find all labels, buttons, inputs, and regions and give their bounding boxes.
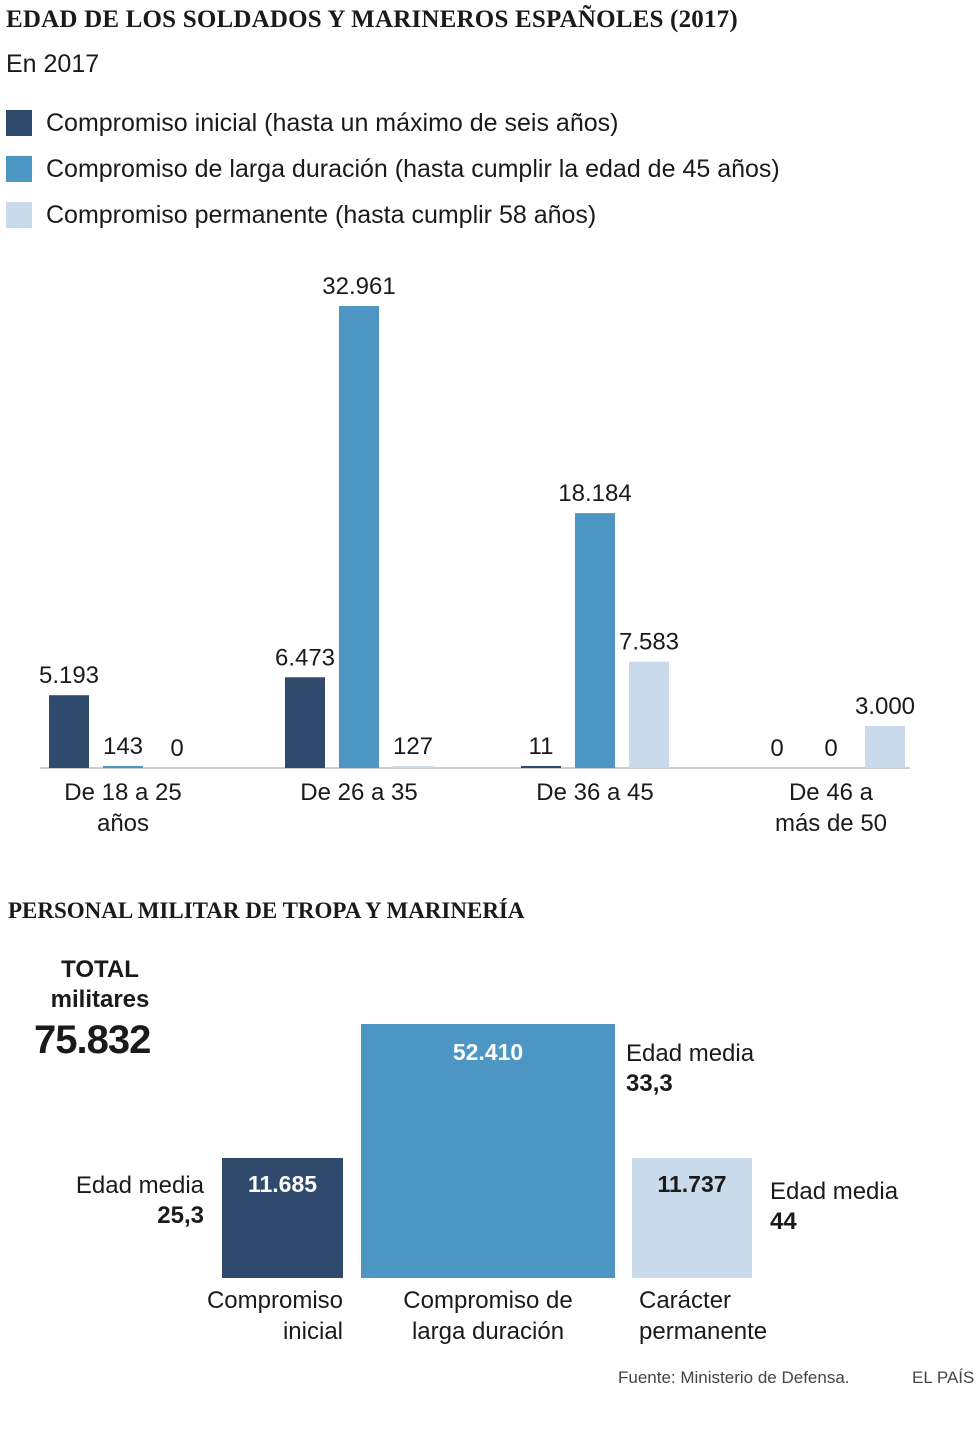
block-category-larga-1: larga duración — [412, 1318, 564, 1345]
category-label-2-0: De 36 a 45 — [536, 779, 653, 806]
block-inicial — [222, 1158, 343, 1278]
total-label-line-2: militares — [50, 986, 150, 1013]
legend-swatch-inicial — [6, 110, 32, 136]
bar-larga-0 — [103, 765, 143, 768]
category-label-1-0: De 26 a 35 — [300, 779, 417, 806]
bar-label-larga-0: 143 — [103, 733, 143, 760]
bar-label-inicial-2: 11 — [529, 733, 554, 760]
legend-label-permanente: Compromiso permanente (hasta cumplir 58 … — [46, 200, 597, 229]
age-bar-chart: 5.193 143 0 De 18 a 25 años 6.473 32.961 127 De … — [39, 273, 915, 837]
legend: Compromiso inicial (hasta un máximo de s… — [6, 100, 780, 238]
legend-label-inicial: Compromiso inicial (hasta un máximo de s… — [46, 108, 619, 137]
age-label-inicial: Edad media — [76, 1172, 205, 1199]
block-category-inicial-0: Compromiso — [207, 1287, 343, 1314]
legend-item-larga: Compromiso de larga duración (hasta cump… — [6, 146, 780, 192]
personnel-block-chart: 11.685 Compromiso inicial Edad media 25,3 52.… — [76, 1024, 899, 1345]
block-larga — [361, 1024, 615, 1278]
bar-permanente-3 — [865, 725, 905, 768]
block-category-permanente-0: Carácter — [639, 1287, 731, 1314]
block-value-larga: 52.410 — [453, 1039, 523, 1065]
bar-inicial-1 — [285, 677, 325, 768]
bar-label-inicial-0: 5.193 — [39, 662, 99, 689]
category-label-0-0: De 18 a 25 — [64, 779, 181, 806]
category-label-3-0: De 46 a — [789, 779, 874, 806]
bar-label-permanente-2: 7.583 — [619, 629, 679, 656]
block-category-inicial-1: inicial — [283, 1318, 343, 1345]
bar-inicial-2 — [521, 766, 561, 768]
legend-swatch-permanente — [6, 202, 32, 228]
bar-label-permanente-1: 127 — [393, 733, 433, 760]
bar-larga-2 — [575, 513, 615, 768]
age-label-permanente: Edad media — [770, 1178, 899, 1205]
chart-subtitle: En 2017 — [6, 50, 100, 78]
total-value: 75.832 — [34, 1018, 151, 1062]
age-value-inicial: 25,3 — [157, 1202, 204, 1229]
bar-label-larga-3: 0 — [824, 735, 837, 762]
personnel-title: PERSONAL MILITAR DE TROPA Y MARINERÍA — [8, 898, 525, 923]
brand-credit: EL PAÍS — [912, 1368, 975, 1387]
bar-label-inicial-3: 0 — [770, 735, 783, 762]
bar-label-inicial-1: 6.473 — [275, 644, 335, 671]
block-category-permanente-1: permanente — [639, 1318, 767, 1345]
bar-label-permanente-0: 0 — [170, 735, 183, 762]
block-value-inicial: 11.685 — [248, 1171, 317, 1197]
total-label: TOTAL militares — [40, 955, 160, 1015]
legend-item-inicial: Compromiso inicial (hasta un máximo de s… — [6, 100, 780, 146]
source-note: Fuente: Ministerio de Defensa. — [618, 1368, 850, 1387]
bar-permanente-2 — [629, 661, 669, 768]
bar-larga-1 — [339, 306, 379, 768]
category-label-0-1: años — [97, 810, 149, 837]
bar-inicial-0 — [49, 695, 89, 768]
total-label-line-1: TOTAL — [61, 956, 139, 983]
bar-permanente-1 — [393, 766, 433, 768]
block-permanente — [632, 1158, 752, 1278]
legend-swatch-larga — [6, 156, 32, 182]
age-value-permanente: 44 — [770, 1208, 797, 1235]
legend-label-larga: Compromiso de larga duración (hasta cump… — [46, 154, 780, 183]
category-label-3-1: más de 50 — [775, 810, 887, 837]
age-label-larga: Edad media — [626, 1040, 755, 1067]
bar-label-larga-2: 18.184 — [558, 480, 631, 507]
age-value-larga: 33,3 — [626, 1070, 673, 1097]
block-category-larga-0: Compromiso de — [403, 1287, 572, 1314]
bar-label-permanente-3: 3.000 — [855, 693, 915, 720]
legend-item-permanente: Compromiso permanente (hasta cumplir 58 … — [6, 192, 780, 238]
block-value-permanente: 11.737 — [657, 1171, 726, 1197]
chart-title: EDAD DE LOS SOLDADOS Y MARINEROS ESPAÑOL… — [6, 6, 738, 33]
bar-label-larga-1: 32.961 — [322, 273, 395, 300]
